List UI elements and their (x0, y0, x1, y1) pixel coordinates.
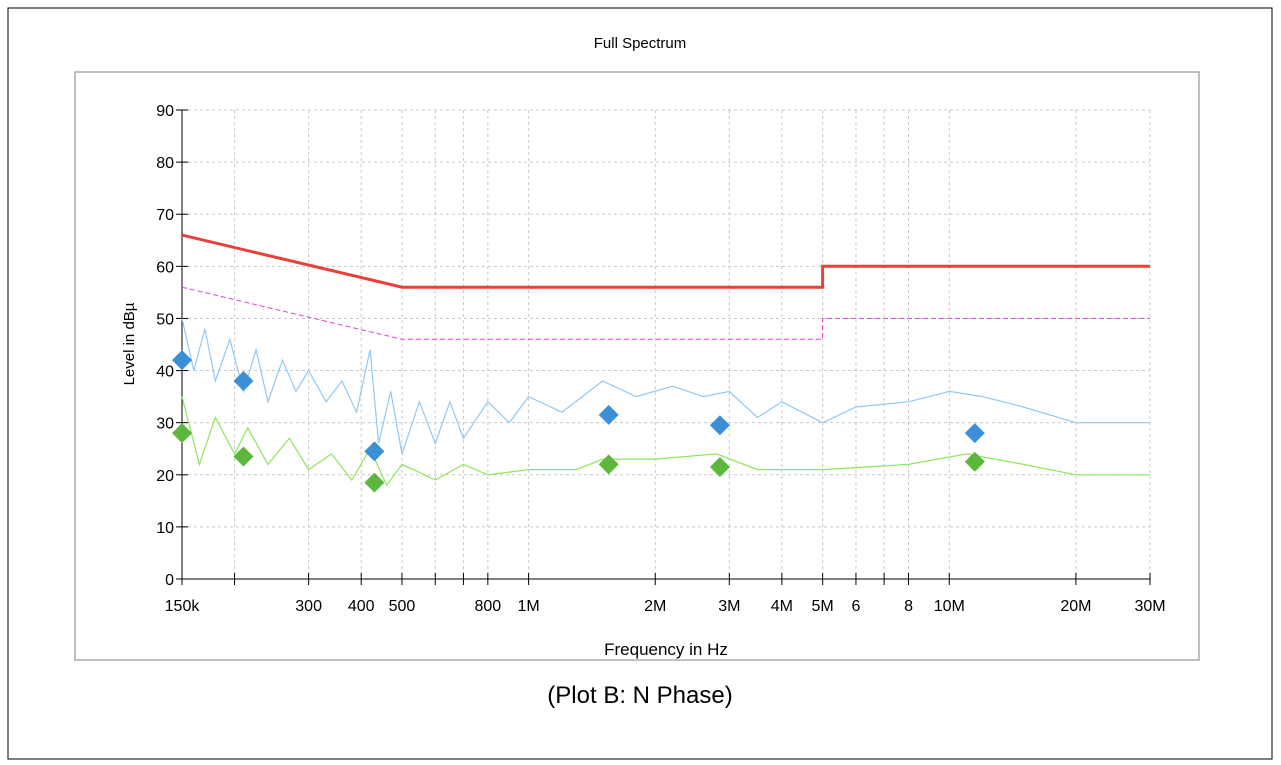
x-tick-label: 500 (389, 598, 416, 615)
x-tick-label: 10M (934, 598, 965, 615)
marker (709, 456, 730, 477)
x-tick-label: 3M (718, 598, 740, 615)
x-tick-label: 20M (1060, 598, 1091, 615)
x-tick-label: 4M (771, 598, 793, 615)
chart-title: Full Spectrum (594, 35, 687, 52)
x-tick-label: 5M (812, 598, 834, 615)
series-line (181, 396, 1150, 487)
marker (964, 451, 985, 472)
series-line (181, 233, 1150, 289)
page-frame (7, 7, 1273, 760)
marker (364, 441, 385, 462)
y-tick-label: 90 (156, 103, 174, 120)
x-tick-label: 8 (904, 598, 913, 615)
marker (172, 350, 192, 371)
series-line (181, 286, 1150, 340)
marker (364, 472, 385, 493)
marker (709, 415, 730, 436)
y-tick-label: 80 (156, 155, 174, 172)
marker (964, 423, 985, 444)
x-tick-label: 150k (165, 598, 201, 615)
x-tick-label: 30M (1134, 598, 1165, 615)
marker (172, 423, 192, 444)
x-tick-label: 1M (517, 598, 539, 615)
marker (233, 446, 254, 467)
x-tick-label: 300 (295, 598, 322, 615)
x-tick-label: 400 (348, 598, 375, 615)
series-line (181, 318, 1150, 455)
y-tick-label: 40 (156, 364, 174, 381)
y-tick-label: 30 (156, 416, 174, 433)
y-tick-label: 70 (156, 207, 174, 224)
x-tick-label: 800 (474, 598, 501, 615)
marker (598, 404, 619, 425)
x-axis-label: Frequency in Hz (604, 640, 728, 659)
y-tick-label: 10 (156, 520, 174, 537)
x-tick-label: 2M (644, 598, 666, 615)
plot-frame (74, 71, 1200, 661)
y-tick-label: 50 (156, 311, 174, 328)
caption: (Plot B: N Phase) (547, 682, 732, 709)
y-tick-label: 60 (156, 259, 174, 276)
y-axis-label: Level in dBµ (121, 302, 138, 385)
marker (233, 370, 254, 391)
x-tick-label: 6 (852, 598, 861, 615)
y-tick-label: 20 (156, 468, 174, 485)
y-tick-label: 0 (165, 572, 174, 589)
marker (598, 454, 619, 475)
